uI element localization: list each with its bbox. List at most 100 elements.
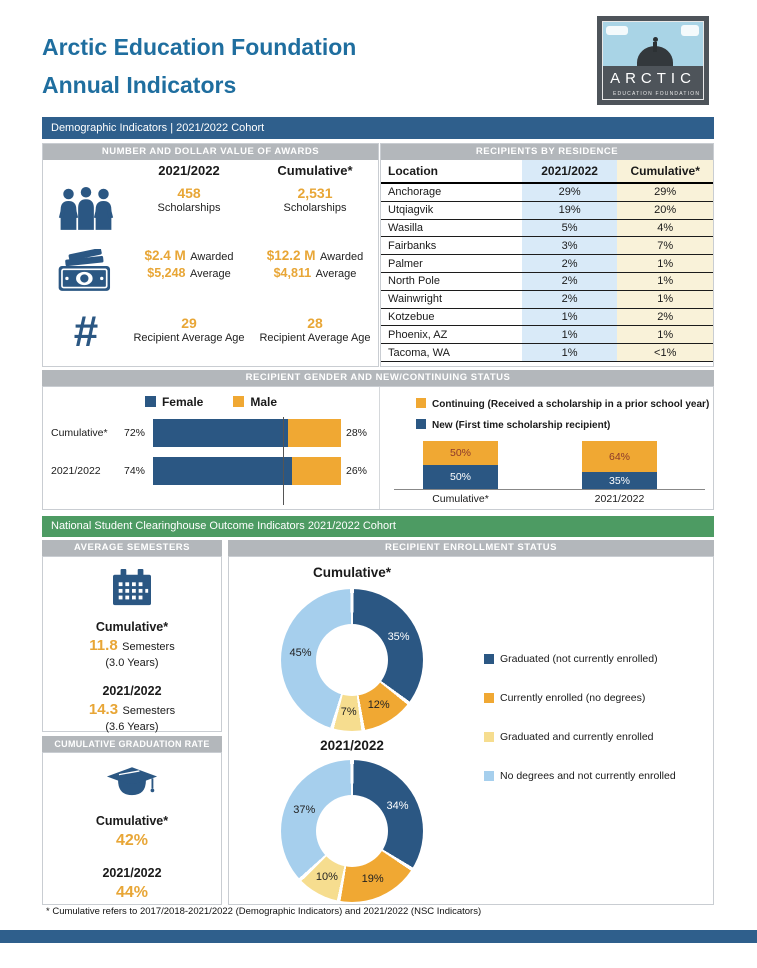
enrollment-legend: Graduated (not currently enrolled) Curren…: [484, 653, 676, 809]
gender-bars: Cumulative* 72% 28% 2021/2022 74% 26%: [43, 419, 379, 485]
semesters-cum-years: (3.0 Years): [105, 657, 159, 669]
legend-item-female: Female: [144, 395, 204, 409]
age-current-label: Recipient Average Age: [133, 332, 245, 344]
dollars-cumulative-amount-label: Awarded: [320, 251, 364, 263]
cell-current: 29%: [521, 183, 618, 202]
cell-cumulative: 2%: [617, 308, 713, 326]
dollars-cumulative-avg: $4,811: [273, 266, 312, 280]
semesters-cum-unit: Semesters: [122, 641, 175, 653]
dollars-cumulative: $12.2 M Awarded $4,811 Average: [255, 248, 375, 282]
donut-slice-label: 12%: [367, 698, 390, 711]
money-icon: [55, 248, 117, 298]
awards-col-current: 2021/2022: [158, 163, 220, 178]
people-group-icon: [55, 186, 117, 235]
dollars-cumulative-average: $4,811 Average: [255, 265, 375, 282]
legend-swatch: [484, 732, 494, 742]
status-column-cumulative: 50% 50%: [423, 441, 498, 489]
dollars-current: $2.4 M Awarded $5,248 Average: [129, 248, 249, 282]
avg-semesters-header: AVERAGE SEMESTERS: [42, 540, 222, 556]
awards-header: NUMBER AND DOLLAR VALUE OF AWARDS: [43, 144, 378, 160]
dollars-current-amount-label: Awarded: [190, 251, 234, 263]
table-row: North Pole 2% 1%: [381, 272, 713, 291]
donut-slice-label: 34%: [386, 799, 409, 812]
female-label: Female: [161, 395, 204, 409]
status-segment: 35%: [582, 472, 657, 489]
cell-location: North Pole: [388, 275, 440, 288]
status-segment: 50%: [423, 465, 498, 489]
dollars-cumulative-avg-label: Average: [315, 268, 357, 280]
dollars-current-average: $5,248 Average: [129, 265, 249, 282]
cell-current: 2%: [521, 254, 618, 273]
enrollment-legend-item: Graduated and currently enrolled: [484, 731, 676, 743]
awards-col-cumulative: Cumulative*: [277, 163, 353, 178]
bar-segment-female: [153, 457, 293, 485]
residence-header: RECIPIENTS BY RESIDENCE: [381, 144, 713, 160]
donut-current-title: 2021/2022: [320, 738, 384, 753]
donut-slice-label: 19%: [361, 872, 384, 885]
scholarships-cumulative-label: Scholarships: [283, 202, 347, 214]
gender-status-banner: RECIPIENT GENDER AND NEW/CONTINUING STAT…: [42, 370, 714, 386]
enrollment-legend-item: Currently enrolled (no degrees): [484, 692, 676, 704]
dollars-current-avg: $5,248: [147, 266, 186, 280]
dollars-current-amount: $2.4 M: [144, 248, 186, 263]
scholarships-current: 458 Scholarships: [129, 186, 249, 216]
legend-item-new: New (First time scholarship recipient): [416, 415, 709, 436]
male-label: Male: [250, 395, 278, 409]
cell-cumulative: 1%: [617, 290, 713, 309]
status-column-current: 64% 35%: [582, 441, 657, 489]
table-row: Wasilla 5% 4%: [381, 219, 713, 237]
cell-cumulative: 1%: [617, 325, 713, 344]
enrollment-status-panel: Cumulative* 35% 12% 7% 45% 2021/2022 34% 19%…: [228, 556, 714, 905]
legend-swatch: [484, 693, 494, 703]
scholarships-cumulative-value: 2,531: [297, 185, 333, 201]
donut-chart-current: 34% 19% 10% 37%: [281, 760, 423, 902]
rock-silhouette: [637, 46, 673, 66]
female-swatch: [144, 396, 156, 407]
donut-cumulative-title: Cumulative*: [312, 565, 392, 580]
logo-frame: ARCTIC EDUCATION FOUNDATION: [602, 21, 704, 100]
cell-location: Kotzebue: [388, 310, 435, 323]
person-silhouette-head: [652, 37, 658, 42]
cloud-shape: [606, 26, 628, 35]
residence-panel: RECIPIENTS BY RESIDENCE Location 2021/20…: [380, 143, 714, 367]
graduation-cap-icon: [43, 766, 221, 805]
status-axis-line: [394, 489, 705, 490]
female-value-label: 74%: [123, 465, 145, 477]
page-title: Arctic Education Foundation Annual Indic…: [42, 28, 356, 104]
status-cat-current: 2021/2022: [594, 493, 645, 505]
legend-label: Graduated (not currently enrolled): [500, 653, 658, 665]
avg-semesters-panel: Cumulative* 11.8 Semesters (3.0 Years) 2…: [42, 556, 222, 733]
bar-segment-female: [153, 419, 289, 447]
cell-cumulative: 1%: [617, 272, 713, 291]
gender-bar-track: [153, 457, 341, 485]
new-label: New (First time scholarship recipient): [432, 420, 611, 431]
legend-swatch: [484, 771, 494, 781]
demographic-banner: Demographic Indicators | 2021/2022 Cohor…: [42, 117, 714, 139]
semesters-cum-value: 11.8: [89, 637, 118, 654]
col-header-current: 2021/2022: [521, 160, 618, 183]
cell-current: 2%: [521, 290, 618, 309]
gender-bar-row: Cumulative* 72% 28%: [43, 419, 379, 447]
cell-location: Tacoma, WA: [388, 346, 450, 359]
continuing-label: Continuing (Received a scholarship in a …: [432, 399, 710, 410]
male-swatch: [233, 396, 245, 407]
cell-current: 1%: [521, 325, 618, 344]
donut-chart-cumulative: 35% 12% 7% 45%: [281, 589, 423, 731]
cell-location: Phoenix, AZ: [388, 328, 448, 341]
semesters-y1-value: 14.3: [88, 701, 119, 718]
nsc-banner: National Student Clearinghouse Outcome I…: [42, 516, 714, 537]
graduation-y1-value: 44%: [115, 884, 149, 901]
legend-swatch: [484, 654, 494, 664]
legend-item-continuing: Continuing (Received a scholarship in a …: [416, 394, 709, 415]
foundation-logo: ARCTIC EDUCATION FOUNDATION: [597, 16, 709, 105]
awards-panel: NUMBER AND DOLLAR VALUE OF AWARDS 2021/2…: [42, 143, 379, 367]
dollars-current-awarded: $2.4 M Awarded: [129, 248, 249, 265]
graduation-cum-value: 42%: [115, 832, 149, 849]
age-cumulative-label: Recipient Average Age: [259, 332, 371, 344]
logo-wordmark: ARCTIC: [610, 70, 696, 87]
semesters-cum-line: 11.8 Semesters: [43, 637, 221, 655]
col-header-location: Location: [388, 164, 438, 178]
new-continuing-chart: Continuing (Received a scholarship in a …: [380, 387, 715, 509]
gender-row-label: Cumulative*: [51, 427, 108, 439]
